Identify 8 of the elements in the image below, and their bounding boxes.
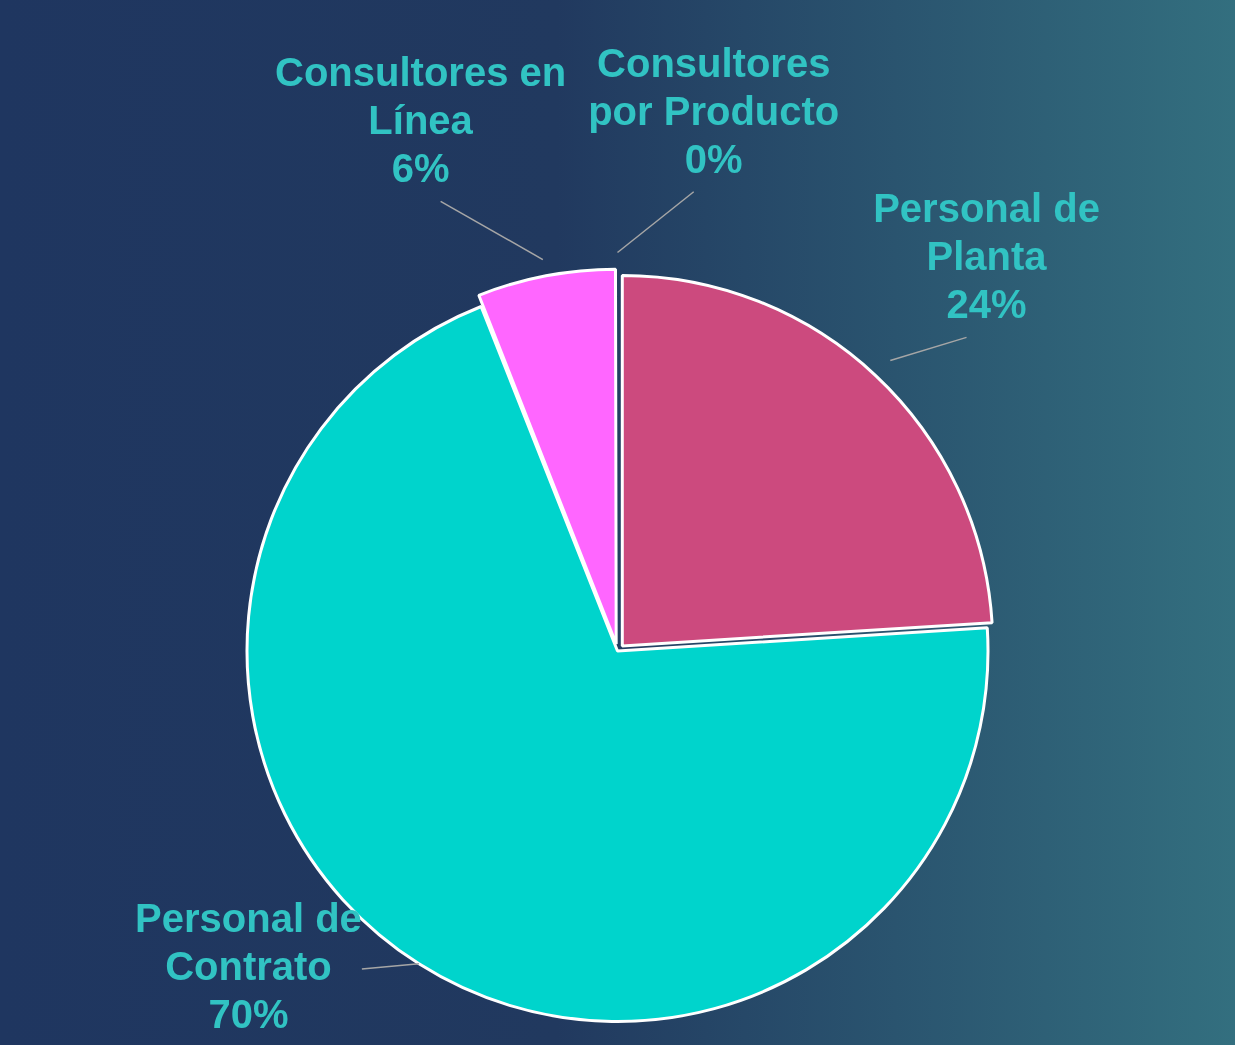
slice-label: Consultores en Línea: [275, 50, 567, 143]
data-label: 24%: [946, 282, 1027, 327]
slice-label: Personal de Planta: [873, 186, 1100, 279]
category-label: Consultores por Producto: [588, 40, 840, 133]
data-label: 6%: [391, 146, 450, 191]
slice-label: Personal de Contrato: [135, 896, 362, 989]
text: 0%: [684, 136, 743, 181]
data-label: 70%: [208, 992, 289, 1037]
